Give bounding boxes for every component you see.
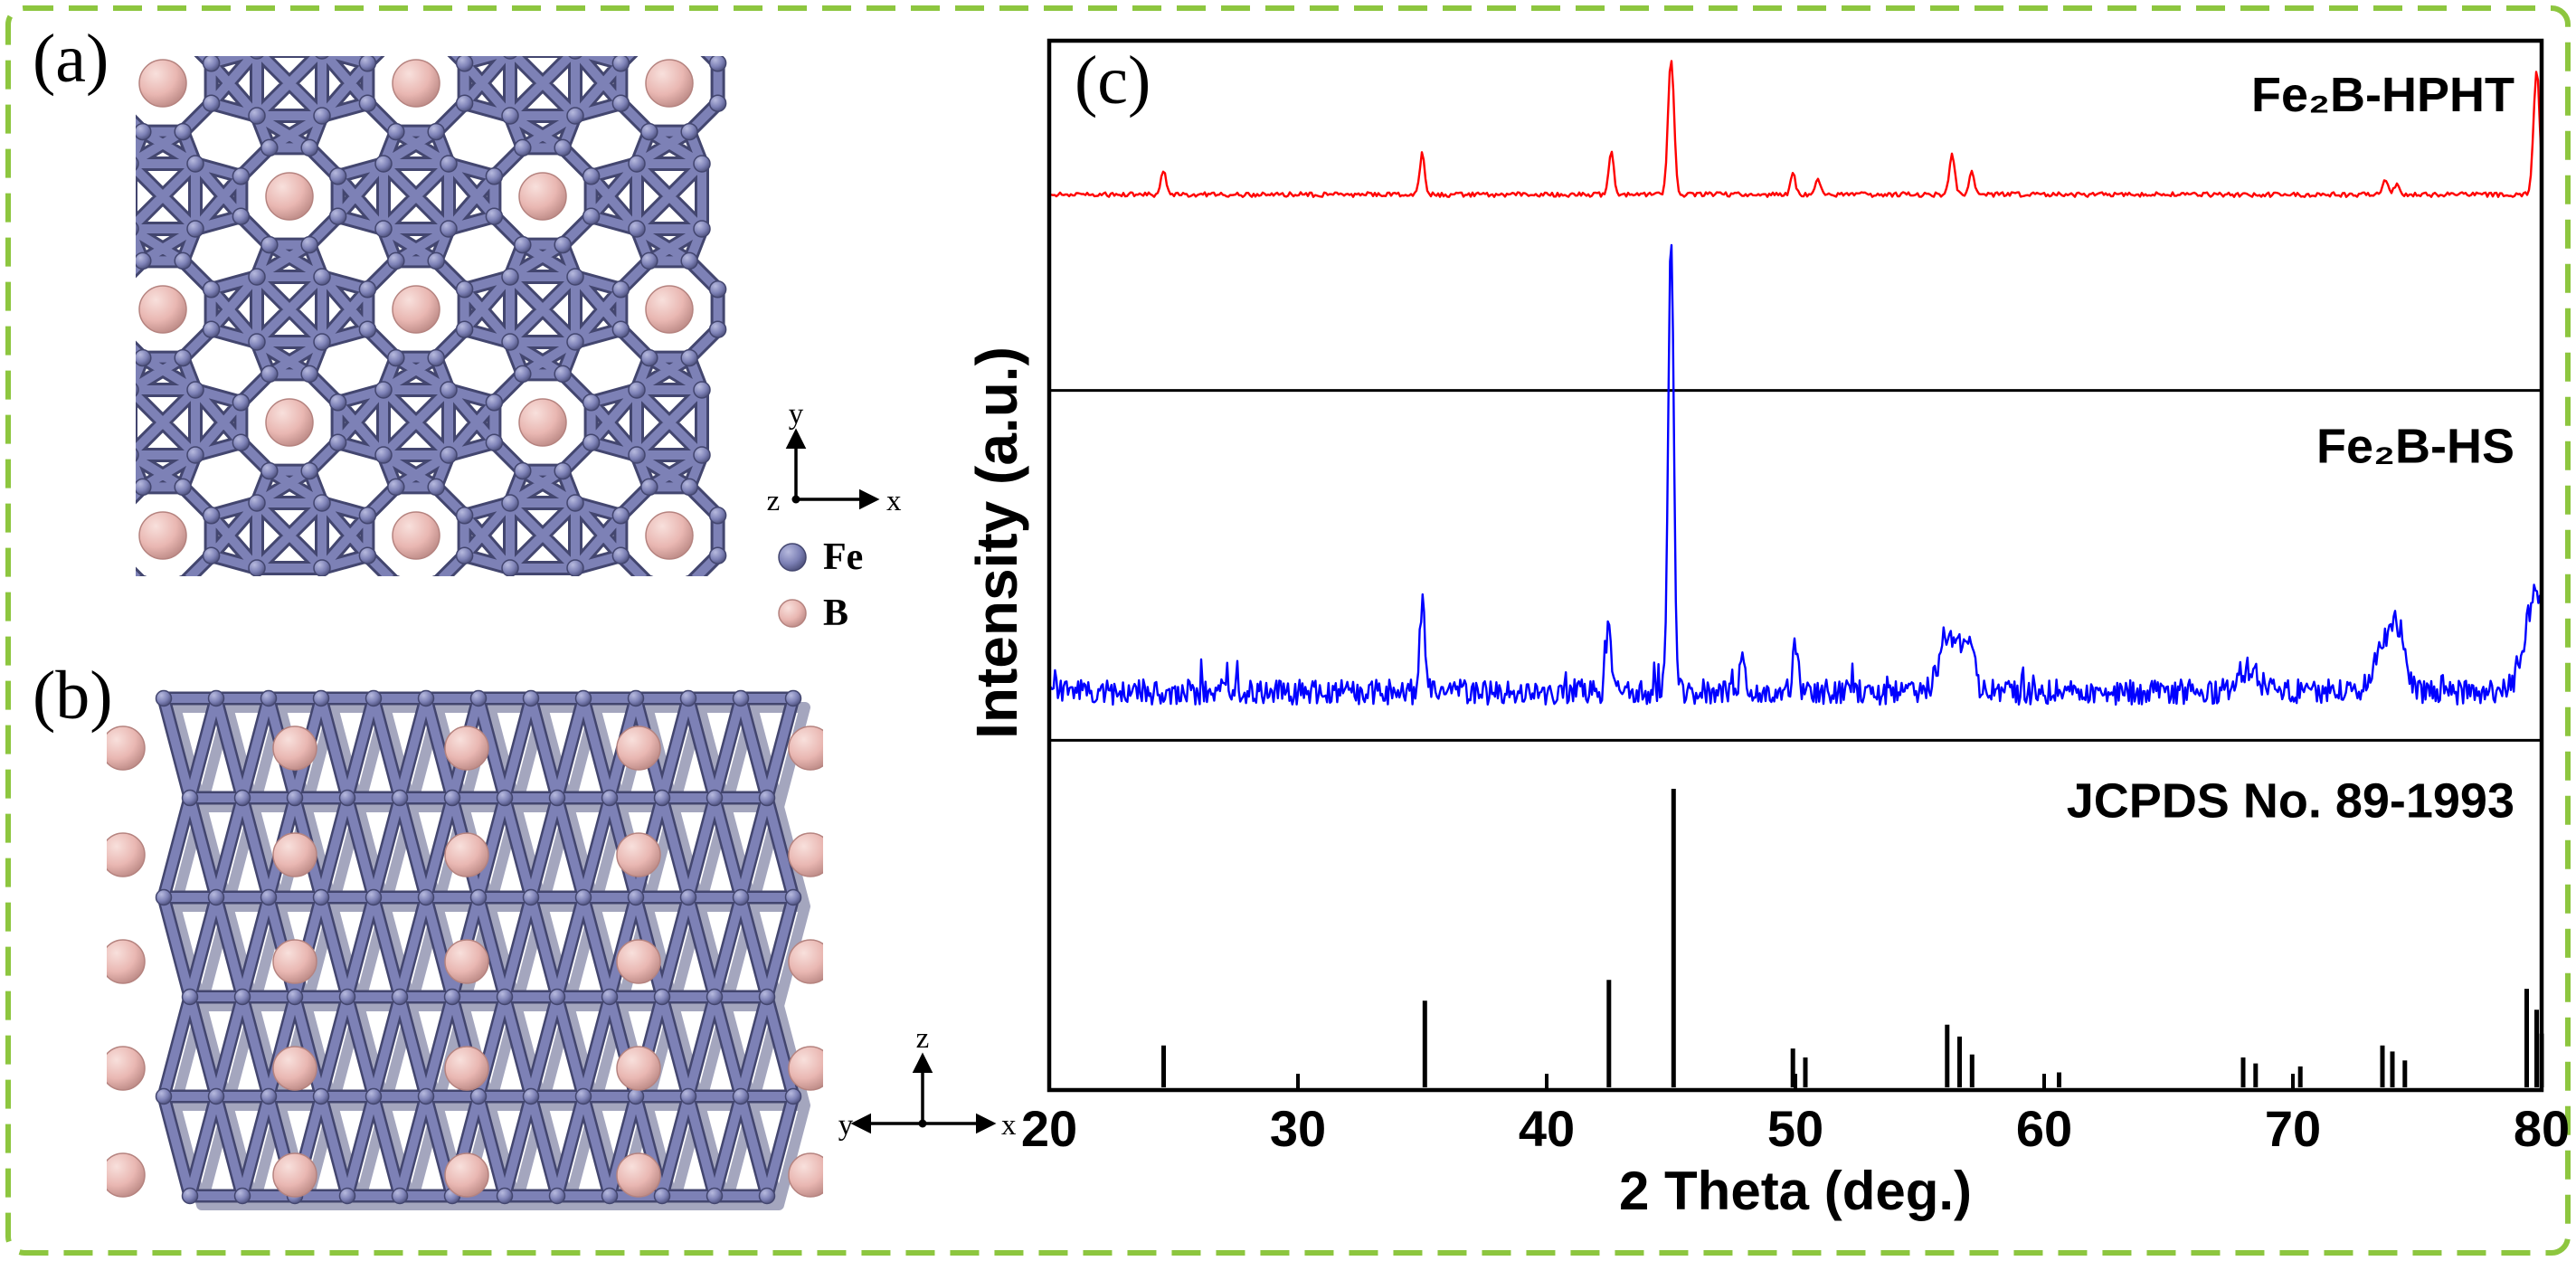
x-tick-label: 60	[2016, 1100, 2072, 1157]
axis-x-label: x	[886, 485, 902, 517]
series-label-0: Fe₂B-HPHT	[2251, 68, 2514, 122]
legend-label-b: B	[823, 593, 849, 634]
y-axis-title: Intensity (a.u.)	[964, 346, 1029, 739]
panel-b-label: (b)	[33, 658, 113, 734]
x-tick-label: 20	[1021, 1100, 1077, 1157]
axis-z-label: z	[767, 485, 781, 517]
series-label-2: JCPDS No. 89-1993	[2067, 773, 2514, 828]
crystal-structure-top-view	[136, 56, 727, 576]
x-tick-label: 50	[1767, 1100, 1823, 1157]
crystal-structure-side-view	[107, 689, 823, 1210]
xrd-chart: (c) Fe₂B-HPHT Fe₂B-HS JCPDS No. 89-1993 20 3…	[959, 18, 2576, 1261]
panel-c-label: (c)	[1075, 43, 1151, 119]
axes-gizmo-b: z x y	[838, 1022, 1017, 1142]
trace-fe2b-hs	[1047, 243, 2543, 706]
structure-legend: Fe B	[776, 536, 863, 648]
x-axis-title: 2 Theta (deg.)	[1618, 1161, 1973, 1221]
boron-atoms	[138, 59, 694, 560]
boron-atoms	[107, 725, 823, 1198]
plot-frame	[1046, 38, 2544, 1093]
xrd-plot: Fe₂B-HPHT Fe₂B-HS JCPDS No. 89-1993 20 30 40 5…	[1021, 38, 2570, 1157]
series-label-1: Fe₂B-HS	[2316, 420, 2514, 474]
x-tick-label: 70	[2265, 1100, 2321, 1157]
panel-a-label: (a)	[33, 21, 109, 97]
x-tick-label: 30	[1270, 1100, 1326, 1157]
x-tick-label: 40	[1519, 1100, 1575, 1157]
legend-item-b: B	[776, 592, 863, 635]
fe-framework	[136, 56, 727, 576]
trace-jcpds-no-89-1993	[1161, 789, 2544, 1087]
fe-framework-back	[170, 702, 810, 1210]
x-tick-label: 80	[2514, 1100, 2570, 1157]
b-atom-icon	[778, 599, 807, 628]
axis-z-label: z	[916, 1022, 930, 1055]
fe-atom-icon	[778, 543, 807, 572]
legend-label-fe: Fe	[823, 536, 864, 578]
legend-item-fe: Fe	[776, 536, 863, 579]
fe-framework	[155, 689, 802, 1205]
trace-fe2b-hpht	[1048, 60, 2543, 198]
axis-y-label: y	[789, 398, 804, 431]
axis-y-label: y	[838, 1109, 854, 1142]
axis-x-label: x	[1001, 1109, 1017, 1142]
axes-gizmo-a: y x z	[767, 398, 902, 517]
